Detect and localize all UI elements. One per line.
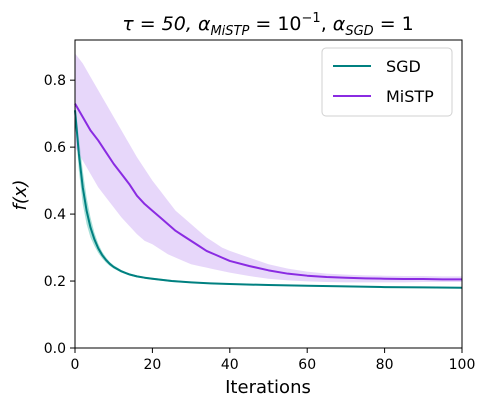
x-tick-label: 40 bbox=[221, 357, 239, 373]
x-tick-label: 80 bbox=[376, 357, 394, 373]
chart-title: τ = 50, αMiSTP = 10−1, αSGD = 1 bbox=[122, 11, 414, 39]
y-tick-label: 0.2 bbox=[44, 274, 66, 290]
x-tick-label: 60 bbox=[298, 357, 316, 373]
series-lines bbox=[74, 103, 463, 289]
plot-frame bbox=[74, 39, 463, 349]
y-axis-label: f(x) bbox=[10, 179, 31, 210]
confidence-bands bbox=[75, 53, 462, 289]
x-axis-label: Iterations bbox=[225, 377, 311, 398]
y-tick-label: 0.6 bbox=[44, 140, 66, 156]
y-tick-label: 0.4 bbox=[44, 207, 66, 223]
series-line-sgd bbox=[74, 110, 463, 289]
y-tick-label: 0.8 bbox=[44, 73, 66, 89]
x-axis: 0 20 40 60 80 100 bbox=[71, 348, 476, 373]
x-tick-label: 0 bbox=[71, 357, 80, 373]
y-axis: 0.0 0.2 0.4 0.6 0.8 bbox=[44, 73, 75, 357]
series-line-mistp bbox=[74, 103, 462, 281]
x-tick-label: 100 bbox=[449, 357, 476, 373]
y-tick-label: 0.0 bbox=[44, 341, 66, 357]
band-mistp bbox=[75, 53, 462, 283]
legend-label-sgd: SGD bbox=[386, 57, 421, 76]
legend-label-mistp: MiSTP bbox=[386, 87, 434, 106]
x-tick-label: 20 bbox=[143, 357, 161, 373]
legend: SGD MiSTP bbox=[321, 47, 453, 117]
